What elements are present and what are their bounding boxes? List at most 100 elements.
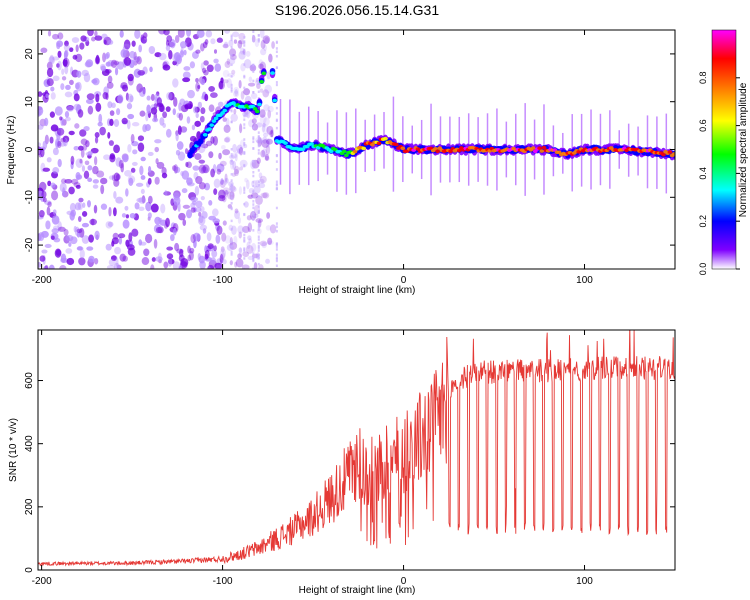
spectrogram-noise-blob — [195, 112, 199, 119]
spectrogram-streak — [230, 53, 233, 57]
spectrogram-noise-blob — [78, 257, 86, 266]
spectrogram-noise-blob — [224, 60, 231, 69]
spectrogram-noise-blob — [256, 157, 261, 164]
spectrogram-noise-blob — [195, 77, 199, 83]
spectrogram-noise-blob — [94, 30, 98, 37]
spectrogram-noise-blob — [68, 130, 75, 136]
spectrogram-noise-blob — [103, 154, 111, 161]
snr-panel: -200 -100 0 100 0 200 400 600 Height of straigh… — [8, 329, 676, 596]
spectrogram-noise-blob — [220, 77, 224, 84]
spectrogram-streak — [230, 86, 233, 89]
spectrogram-streak — [252, 126, 255, 130]
spectrogram-streak — [230, 148, 233, 151]
snr-y-tick-label: 0 — [24, 567, 35, 573]
spectrogram-noise-blob — [190, 233, 196, 244]
colorbar-tick-label: 0.2 — [698, 215, 708, 228]
spectrogram-noise-blob — [47, 180, 52, 187]
spectrogram-noise-blob — [187, 89, 195, 99]
spectrogram-ridge-point — [209, 123, 215, 127]
spectrogram-noise-blob — [101, 33, 108, 39]
spectrogram-noise-blob — [147, 195, 153, 204]
spectrogram-noise-blob — [222, 79, 229, 84]
spectrogram-noise-blob — [264, 84, 272, 94]
colorbar: 0.0 0.2 0.4 0.6 0.8 Normalized spectral ampl… — [698, 29, 749, 275]
spectrogram-streak — [230, 36, 233, 39]
spectrogram-streak — [257, 137, 260, 141]
spectrogram-noise-blob — [264, 153, 269, 161]
spectrogram-ridge-point — [341, 149, 347, 154]
spectrogram-noise-blob — [131, 161, 138, 166]
spectrogram-streak — [275, 40, 278, 44]
spectrogram-noise-blob — [193, 239, 197, 249]
spectrogram-noise-blob — [154, 52, 162, 58]
spectrogram-noise-blob — [216, 225, 223, 235]
spectrogram-noise-blob — [173, 97, 178, 107]
spectrogram-ridge-point — [211, 119, 217, 123]
spectrogram-streak — [257, 90, 260, 94]
spectrogram-noise-blob — [208, 151, 214, 159]
spectrogram-noise-blob — [128, 232, 133, 242]
spectrogram-streak — [252, 30, 255, 34]
spectrogram-streak — [275, 168, 278, 171]
spectrogram-y-tick-label: 0 — [24, 146, 35, 152]
spectrogram-ridge-point — [196, 142, 202, 146]
spectrogram-noise-blob — [114, 246, 122, 255]
spectrogram-noise-blob — [145, 111, 149, 122]
spectrogram-y-tick-label: -20 — [24, 237, 35, 252]
spectrogram-ridge-point — [272, 98, 278, 103]
spectrogram-streak — [243, 36, 246, 39]
spectrogram-streak — [243, 76, 246, 79]
spectrogram-streak — [275, 66, 278, 69]
spectrogram-streak — [230, 179, 233, 182]
spectrogram-noise-blob — [147, 177, 152, 185]
spectrogram-noise-blob — [262, 89, 270, 98]
spectrogram-noise-blob — [181, 188, 188, 194]
spectrogram-streak — [252, 181, 255, 184]
spectrogram-ridge-point — [393, 142, 399, 147]
spectrogram-streak — [275, 154, 278, 158]
spectrogram-noise-blob — [159, 117, 165, 126]
spectrogram-streak — [252, 213, 255, 216]
spectrogram-noise-blob — [84, 160, 90, 166]
spectrogram-streak — [252, 190, 255, 194]
spectrogram-noise-blob — [266, 138, 273, 145]
spectrogram-noise-blob — [177, 30, 185, 38]
spectrogram-noise-blob — [130, 167, 136, 173]
spectrogram-noise-blob — [61, 68, 65, 75]
spectrogram-noise-blob — [90, 147, 99, 154]
spectrogram-y-tick-label: 10 — [24, 96, 35, 108]
spectrogram-streak — [243, 267, 246, 269]
spectrogram-noise-blob — [52, 147, 59, 156]
spectrogram-ridge-point — [222, 108, 228, 113]
spectrogram-noise-blob — [81, 165, 86, 172]
spectrogram-streak — [230, 206, 233, 210]
spectrogram-noise-blob — [176, 141, 184, 150]
spectrogram-noise-blob — [70, 155, 75, 166]
spectrogram-streak — [252, 170, 255, 174]
spectrogram-noise-blob — [62, 135, 70, 143]
spectrogram-ridge-point — [400, 146, 406, 151]
spectrogram-noise-blob — [66, 104, 74, 111]
spectrogram-noise-blob — [211, 249, 218, 258]
spectrogram-noise-blob — [119, 253, 126, 262]
spectrogram-streak — [243, 236, 246, 240]
spectrogram-noise-blob — [217, 101, 224, 107]
spectrogram-noise-blob — [55, 249, 62, 256]
spectrogram-noise-blob — [115, 157, 122, 167]
spectrogram-noise-blob — [216, 37, 223, 43]
spectrogram-noise-blob — [86, 246, 94, 251]
spectrogram-noise-blob — [238, 231, 242, 239]
spectrogram-noise-blob — [149, 66, 153, 73]
spectrogram-noise-blob — [266, 71, 271, 80]
spectrogram-noise-blob — [156, 161, 165, 169]
spectrogram-noise-blob — [132, 56, 140, 63]
colorbar-tick-label: 0.8 — [698, 72, 708, 85]
spectrogram-noise-blob — [100, 177, 108, 185]
spectrogram-noise-blob — [178, 264, 183, 269]
spectrogram-noise-blob — [232, 90, 240, 98]
spectrogram-noise-blob — [38, 262, 42, 268]
spectrogram-noise-blob — [41, 230, 49, 238]
spectrogram-noise-blob — [172, 227, 177, 236]
spectrogram-noise-blob — [69, 202, 76, 212]
spectrogram-noise-blob — [219, 253, 224, 264]
